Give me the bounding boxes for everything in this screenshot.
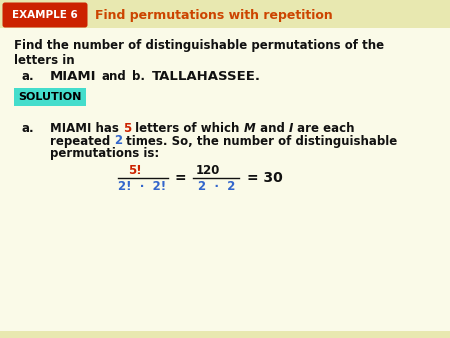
Text: letters in: letters in [14, 53, 75, 67]
Text: a.: a. [22, 71, 35, 83]
Bar [14, 88, 86, 106]
Text: Find the number of distinguishable permutations of the: Find the number of distinguishable permu… [14, 40, 384, 52]
Text: Find permutations with repetition: Find permutations with repetition [95, 8, 333, 22]
Text: =: = [175, 171, 187, 185]
Text: and: and [256, 121, 288, 135]
Text: EXAMPLE 6: EXAMPLE 6 [12, 10, 78, 20]
Text: permutations is:: permutations is: [50, 147, 159, 161]
Text: 5!: 5! [128, 164, 142, 176]
Text: are each: are each [293, 121, 355, 135]
Text: letters of which: letters of which [131, 121, 244, 135]
Text: TALLAHASSEE.: TALLAHASSEE. [152, 71, 261, 83]
Text: repeated: repeated [50, 135, 114, 147]
Text: 2!  ·  2!: 2! · 2! [118, 179, 166, 193]
Text: SOLUTION: SOLUTION [18, 92, 82, 102]
Text: MIAMI: MIAMI [50, 71, 96, 83]
Text: times. So, the number of distinguishable: times. So, the number of distinguishable [122, 135, 398, 147]
Text: 2  ·  2: 2 · 2 [198, 179, 235, 193]
Text: a.: a. [22, 121, 35, 135]
Text: 2: 2 [114, 135, 122, 147]
FancyBboxPatch shape [3, 2, 87, 27]
Text: M: M [244, 121, 256, 135]
Text: MIAMI has: MIAMI has [50, 121, 123, 135]
Text: 120: 120 [196, 164, 220, 176]
Bar [0, 0, 450, 28]
Text: 5: 5 [123, 121, 131, 135]
Text: b.: b. [132, 71, 145, 83]
Bar [0, 331, 450, 338]
Text: = 30: = 30 [247, 171, 283, 185]
Text: I: I [288, 121, 293, 135]
Text: and: and [102, 71, 127, 83]
